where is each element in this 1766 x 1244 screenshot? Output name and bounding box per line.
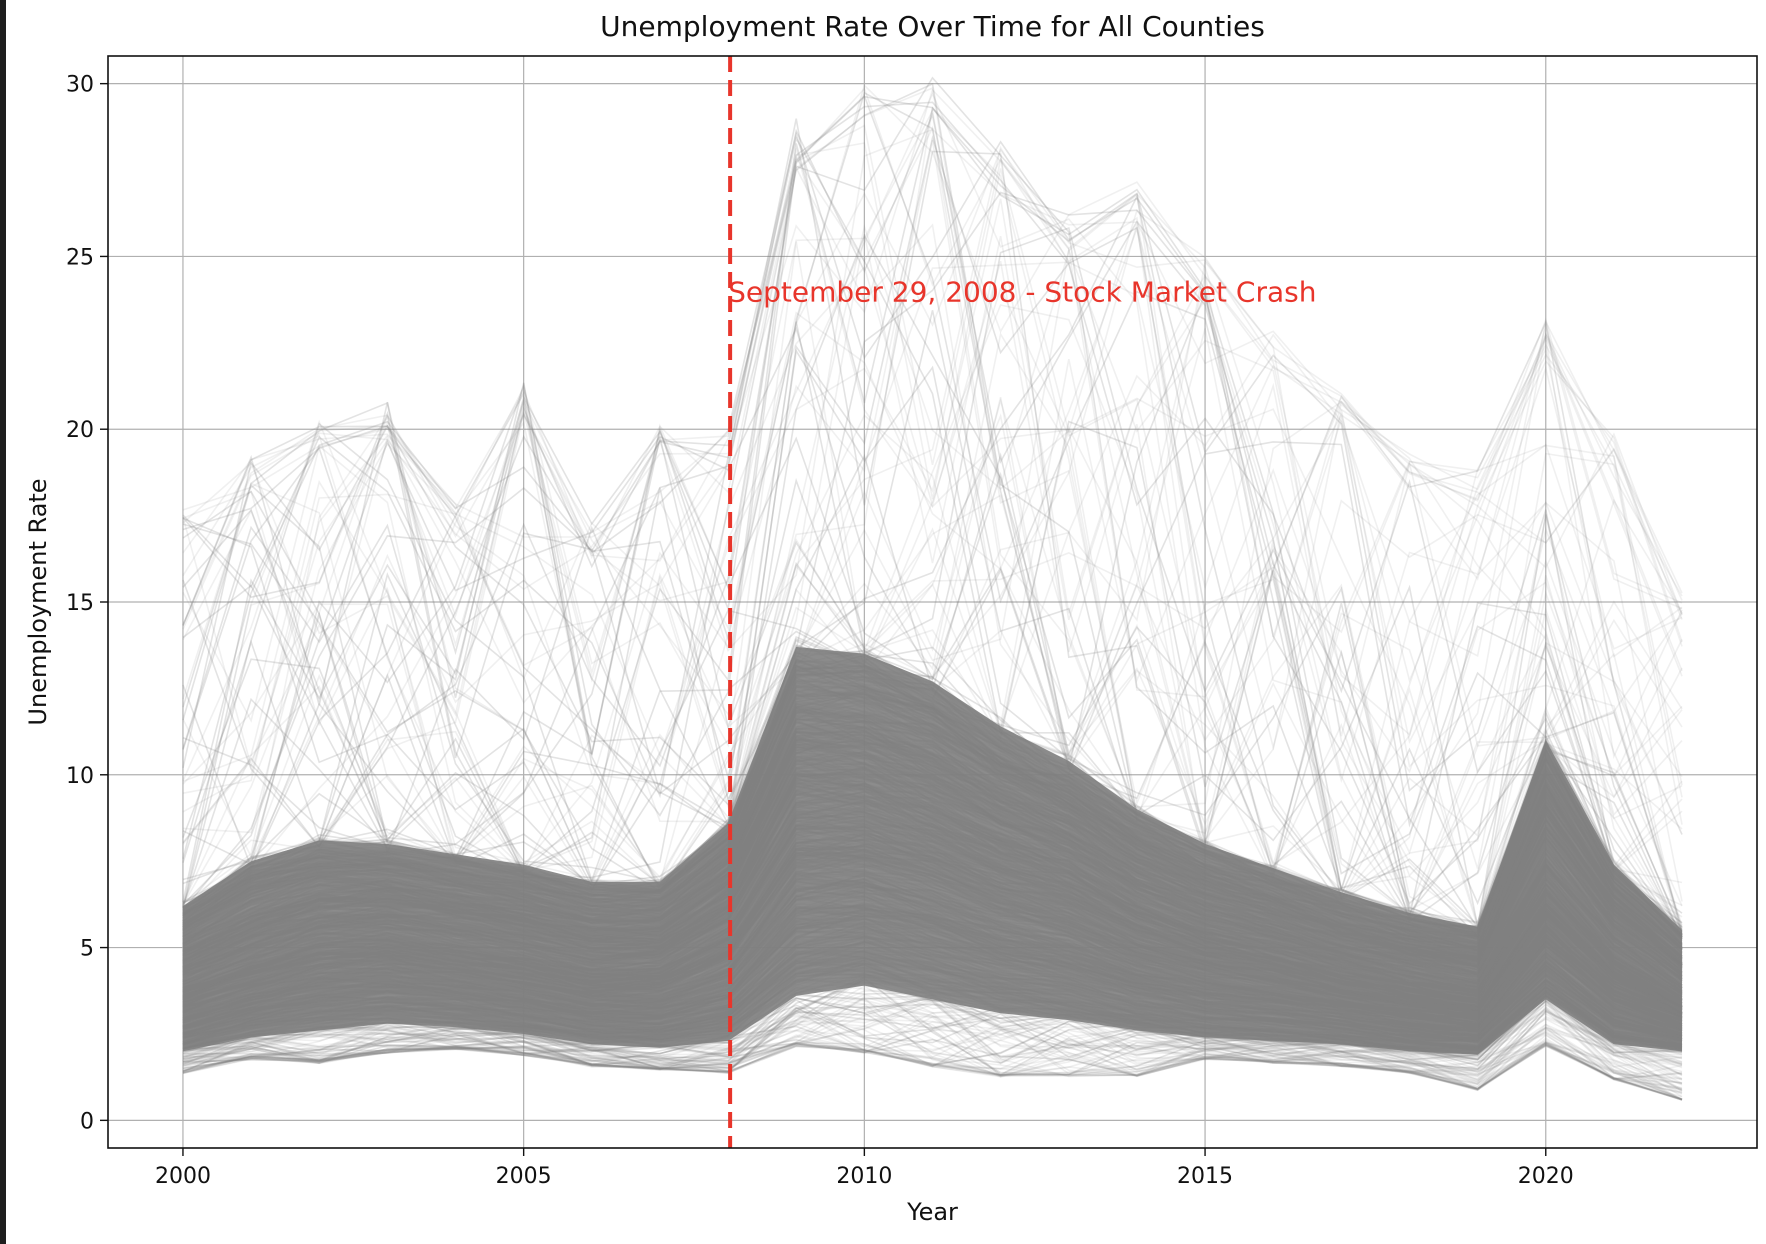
county-series-line <box>182 359 1683 909</box>
county-series-line <box>182 1023 1683 1077</box>
county-series-line <box>182 999 1683 1090</box>
annotation-layer: September 29, 2008 - Stock Market Crash <box>728 56 1316 1148</box>
y-tick-label: 0 <box>80 1109 94 1134</box>
county-series-line <box>182 226 1683 938</box>
county-series-line <box>182 1009 1683 1095</box>
county-series-line <box>182 992 1683 1081</box>
y-tick-label: 5 <box>80 937 94 962</box>
y-tick-label: 20 <box>66 418 94 443</box>
chart-figure: September 29, 2008 - Stock Market Crash … <box>6 0 1766 1244</box>
county-series-line <box>182 346 1683 879</box>
county-series-line <box>182 1017 1683 1090</box>
county-series-line <box>182 130 1683 939</box>
county-series-line <box>182 142 1683 930</box>
county-series-line <box>182 198 1683 884</box>
county-series-line <box>182 992 1683 1086</box>
county-series-line <box>182 91 1683 937</box>
county-series-line <box>182 397 1683 930</box>
county-series-line <box>182 999 1683 1082</box>
county-series-line <box>183 1030 1683 1101</box>
county-series-line <box>182 1023 1683 1080</box>
y-tick-label: 25 <box>66 245 94 270</box>
county-series-line <box>182 124 1683 908</box>
chart-title: Unemployment Rate Over Time for All Coun… <box>600 10 1265 43</box>
county-series-line <box>182 247 1683 872</box>
county-series-line <box>182 1010 1683 1085</box>
crash-annotation-label: September 29, 2008 - Stock Market Crash <box>728 275 1316 308</box>
county-series-line <box>182 140 1683 867</box>
county-series-line <box>182 1012 1683 1093</box>
y-axis-label: Unemployment Rate <box>24 478 52 725</box>
county-series-line <box>182 261 1683 929</box>
county-series-line <box>182 998 1683 1071</box>
county-series-line <box>182 134 1683 935</box>
county-series-line <box>182 165 1683 892</box>
county-series-line <box>182 128 1683 909</box>
county-series-line <box>182 148 1683 908</box>
county-series-line <box>182 209 1683 834</box>
county-series-line <box>182 1009 1683 1092</box>
county-series-line <box>182 1026 1683 1090</box>
line-chart: September 29, 2008 - Stock Market Crash … <box>24 10 1758 1226</box>
county-series-line <box>182 101 1683 940</box>
county-series-line <box>182 91 1683 906</box>
county-series-line <box>182 304 1683 891</box>
county-series-line <box>182 1018 1683 1090</box>
y-tick-label: 30 <box>66 73 94 98</box>
x-tick-label: 2020 <box>1518 1164 1574 1189</box>
county-series-line <box>182 106 1683 936</box>
county-series-line <box>182 326 1683 936</box>
county-series-line <box>182 997 1683 1101</box>
county-series-line <box>182 260 1683 926</box>
county-lines <box>182 76 1683 1101</box>
y-tick-label: 15 <box>66 591 94 616</box>
county-series-line <box>182 1026 1683 1091</box>
county-series-line <box>182 76 1683 944</box>
county-series-line <box>182 1006 1683 1064</box>
county-series-line <box>182 88 1683 884</box>
county-series-line <box>182 1011 1683 1101</box>
x-axis-label: Year <box>906 1198 958 1226</box>
county-series-line <box>182 983 1683 1092</box>
county-series-line <box>182 986 1683 1065</box>
county-series-line <box>182 397 1683 924</box>
county-series-line <box>182 86 1683 902</box>
x-tick-label: 2005 <box>496 1164 552 1189</box>
dense-series-band <box>183 646 1682 1055</box>
x-tick-label: 2000 <box>155 1164 211 1189</box>
county-series-line <box>182 979 1683 1068</box>
x-tick-label: 2010 <box>836 1164 892 1189</box>
y-tick-label: 10 <box>66 764 94 789</box>
county-series-line <box>182 994 1683 1092</box>
county-series-line <box>182 286 1683 925</box>
county-series-line <box>182 1023 1683 1100</box>
county-series-line <box>182 991 1683 1074</box>
axis-ticks: 2000 2005 2010 2015 2020 0 5 10 15 20 25 30 <box>66 73 1574 1189</box>
x-tick-label: 2015 <box>1177 1164 1233 1189</box>
county-series-line <box>182 1000 1683 1091</box>
